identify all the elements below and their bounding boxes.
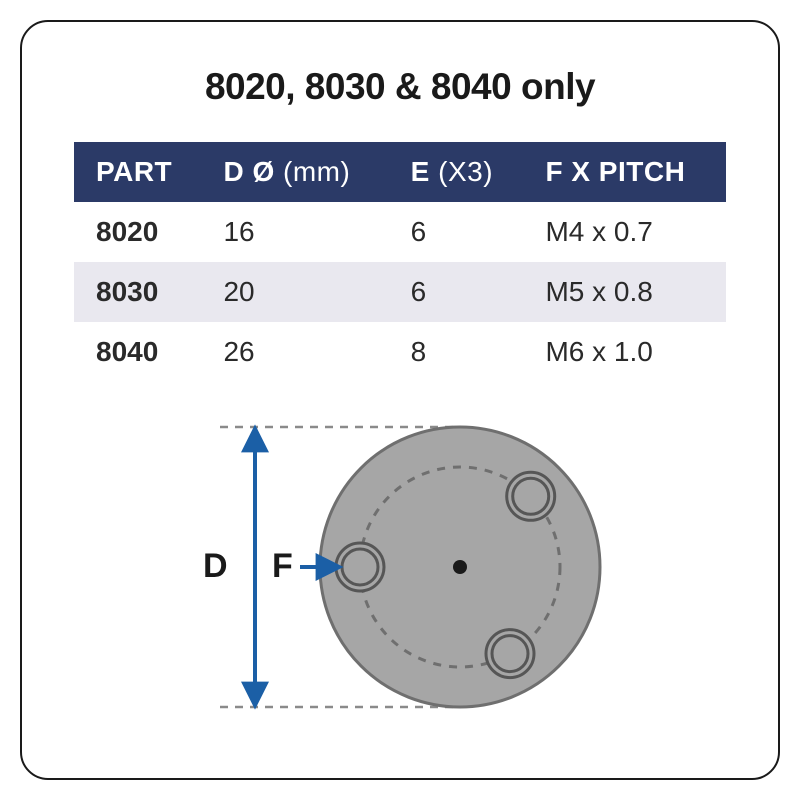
cell-e: 8 <box>389 322 524 382</box>
dimension-label-d: D <box>203 547 228 586</box>
col-d: D Ø (mm) <box>201 142 388 202</box>
col-e: E (X3) <box>389 142 524 202</box>
col-part: PART <box>74 142 201 202</box>
table-header-row: PART D Ø (mm) E (X3) F X PITCH <box>74 142 726 202</box>
cell-d: 16 <box>201 202 388 262</box>
table-row: 8030 20 6 M5 x 0.8 <box>74 262 726 322</box>
cell-f: M4 x 0.7 <box>523 202 726 262</box>
spec-card: 8020, 8030 & 8040 only PART D Ø (mm) E (… <box>20 20 780 780</box>
cell-part: 8020 <box>74 202 201 262</box>
table-row: 8020 16 6 M4 x 0.7 <box>74 202 726 262</box>
cell-part: 8040 <box>74 322 201 382</box>
cell-e: 6 <box>389 262 524 322</box>
col-f: F X PITCH <box>523 142 726 202</box>
cell-f: M5 x 0.8 <box>523 262 726 322</box>
card-title: 8020, 8030 & 8040 only <box>205 66 595 108</box>
diagram-container: D F <box>74 412 726 722</box>
cell-d: 20 <box>201 262 388 322</box>
spec-table: PART D Ø (mm) E (X3) F X PITCH 8020 16 6… <box>74 142 726 382</box>
cell-e: 6 <box>389 202 524 262</box>
table-row: 8040 26 8 M6 x 1.0 <box>74 322 726 382</box>
cell-d: 26 <box>201 322 388 382</box>
dimension-label-f: F <box>272 547 293 586</box>
cell-f: M6 x 1.0 <box>523 322 726 382</box>
cell-part: 8030 <box>74 262 201 322</box>
bolt-pattern-diagram <box>160 412 640 722</box>
